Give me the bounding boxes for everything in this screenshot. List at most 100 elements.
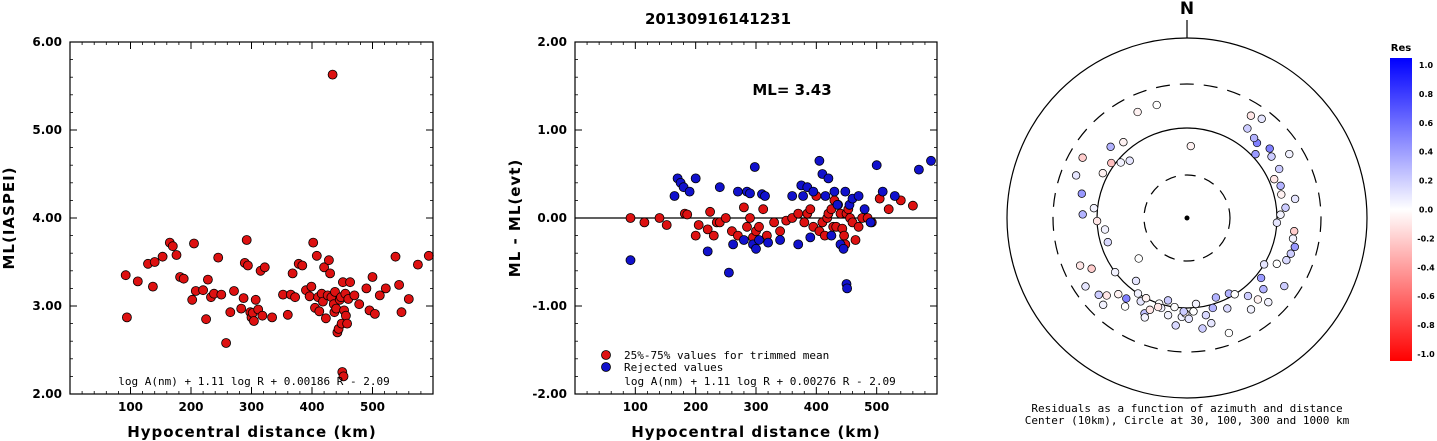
residual-data-point-series-1 (877, 186, 888, 197)
ml-data-point-series-0 (213, 252, 224, 263)
ml-x-tick-label: 200 (178, 400, 203, 414)
azimuth-station-point (1152, 100, 1161, 110)
residual-data-point-series-0 (805, 204, 816, 215)
azimuth-station-point (1120, 302, 1130, 311)
ml-x-tick-label: 100 (118, 400, 143, 414)
residual-formula: log A(nm) + 1.11 log R + 0.00276 R - 2.0… (624, 375, 896, 388)
azimuth-station-point (1256, 273, 1266, 283)
azimuth-station-point (1170, 302, 1179, 312)
azimuth-residual-panel: N Residuals as a function of azimuth and… (1006, 0, 1368, 427)
ml-data-point-series-0 (236, 303, 247, 314)
ml-y-tick-label: 2.00 (32, 387, 62, 401)
residual-y-tick-label: 2.00 (537, 35, 567, 49)
residual-data-point-series-1 (749, 162, 760, 172)
residual-data-point-series-1 (733, 186, 743, 197)
azimuth-caption-line2: Center (10km), Circle at 30, 100, 300 an… (1025, 414, 1350, 427)
azimuth-station-point (1171, 321, 1180, 330)
ml-data-point-series-0 (423, 250, 434, 261)
ml-data-point-series-0 (323, 255, 334, 266)
residual-data-point-series-1 (814, 155, 825, 166)
ml-data-point-series-0 (338, 371, 349, 382)
colorbar-tick-label: -0.4 (1417, 263, 1435, 272)
azimuth-station-point (1081, 282, 1090, 291)
residual-x-tick-label: 100 (623, 400, 648, 414)
residual-data-point-series-1 (728, 239, 738, 250)
azimuth-station-point (1089, 204, 1099, 213)
azimuth-points (1071, 100, 1300, 338)
residual-data-point-series-1 (926, 155, 936, 166)
ml-data-point-series-0 (394, 279, 405, 290)
azimuth-station-point (1257, 114, 1266, 123)
azimuth-station-point (1272, 218, 1282, 227)
ml-data-point-series-0 (374, 290, 385, 301)
residual-data-point-series-0 (799, 217, 810, 228)
residual-y-tick-label: 0.00 (537, 211, 567, 225)
ml-y-axis-label: ML(IASPEI) (0, 166, 18, 269)
residual-data-point-series-0 (850, 235, 861, 245)
residual-data-point-series-0 (654, 213, 665, 223)
azimuth-station-point (1103, 238, 1112, 247)
ml-data-point-series-0 (403, 294, 414, 304)
azimuth-station-point (1223, 304, 1232, 313)
azimuth-station-point (1153, 302, 1163, 312)
ml-data-point-series-0 (314, 306, 325, 317)
residual-data-point-series-1 (823, 173, 834, 184)
azimuth-station-point (1285, 149, 1294, 159)
ml-data-point-series-0 (122, 312, 132, 323)
residual-data-point-series-1 (914, 164, 924, 175)
azimuth-station-point (1131, 276, 1141, 286)
residual-plot-ticks: 100 200 300 400 500 -2.00 -1.00 0.00 1.00 2.00 (532, 35, 937, 414)
ml-formula: log A(nm) + 1.11 log R + 0.00186 R - 2.0… (118, 375, 390, 388)
residual-data-point-series-1 (714, 182, 725, 193)
legend-label-trimmed: 25%-75% values for trimmed mean (624, 349, 829, 362)
residual-data-point-series-1 (739, 235, 749, 245)
residual-data-point-series-1 (751, 243, 761, 254)
azimuth-station-point (1133, 289, 1143, 298)
colorbar-tick-label: -0.2 (1417, 234, 1435, 243)
azimuth-station-point (1191, 299, 1201, 309)
ml-data-point-series-0 (202, 274, 213, 285)
ml-data-point-series-0 (157, 251, 168, 262)
residual-x-axis-label: Hypocentral distance (km) (631, 423, 881, 441)
azimuth-station-point (1272, 259, 1281, 268)
ml-x-tick-label: 300 (239, 400, 264, 414)
ml-data-point-series-0 (242, 260, 253, 271)
ml-data-point-series-0 (311, 250, 322, 261)
event-title: 20130916141231 (645, 10, 791, 28)
ml-data-point-series-0 (282, 309, 293, 320)
residual-data-point-series-0 (793, 208, 804, 219)
colorbar-tick-label: 0.2 (1419, 177, 1433, 186)
residual-x-tick-label: 400 (804, 400, 829, 414)
azimuth-station-point (1107, 158, 1116, 168)
residual-colorbar: Res 1.0 0.8 0.6 0.4 0.2 0.0 -0.2 -0.4 -0.6 -0.8 -1… (1390, 43, 1435, 361)
residual-data-point-series-0 (754, 221, 764, 232)
residual-data-point-series-1 (840, 186, 851, 197)
residual-data-point-series-0 (883, 204, 894, 215)
ml-data-point-series-0 (367, 272, 378, 282)
legend-marker-rejected (601, 362, 611, 372)
residual-data-point-series-1 (859, 204, 870, 215)
ml-data-point-series-0 (325, 268, 336, 279)
azimuth-station-point (1265, 144, 1274, 153)
ml-plot-ticks: 100 200 300 400 500 2.00 3.00 4.00 5.00 6.00 (32, 35, 433, 414)
ml-data-point-series-0 (304, 291, 315, 302)
ml-plot-frame (69, 41, 434, 395)
ml-data-point-series-0 (216, 289, 227, 300)
ml-data-point-series-0 (361, 283, 372, 294)
azimuth-station-point (1078, 210, 1087, 219)
azimuth-station-point (1259, 285, 1268, 294)
residual-data-point-series-1 (889, 191, 900, 201)
azimuth-station-point (1251, 150, 1260, 159)
residual-vs-distance-panel: 100 200 300 400 500 -2.00 -1.00 0.00 1.00 2.00 ML… (506, 35, 938, 441)
ml-x-tick-label: 400 (299, 400, 324, 414)
residual-data-point-series-1 (793, 239, 804, 250)
ml-plot-points (120, 69, 434, 382)
residual-data-point-series-1 (853, 191, 864, 201)
azimuth-station-point (1186, 141, 1195, 151)
residual-data-point-series-0 (625, 213, 636, 223)
azimuth-station-point (1087, 264, 1096, 273)
legend-marker-trimmed (601, 350, 611, 360)
azimuth-station-point (1277, 190, 1286, 199)
residual-data-point-series-0 (705, 206, 715, 217)
azimuth-station-point (1288, 234, 1298, 243)
